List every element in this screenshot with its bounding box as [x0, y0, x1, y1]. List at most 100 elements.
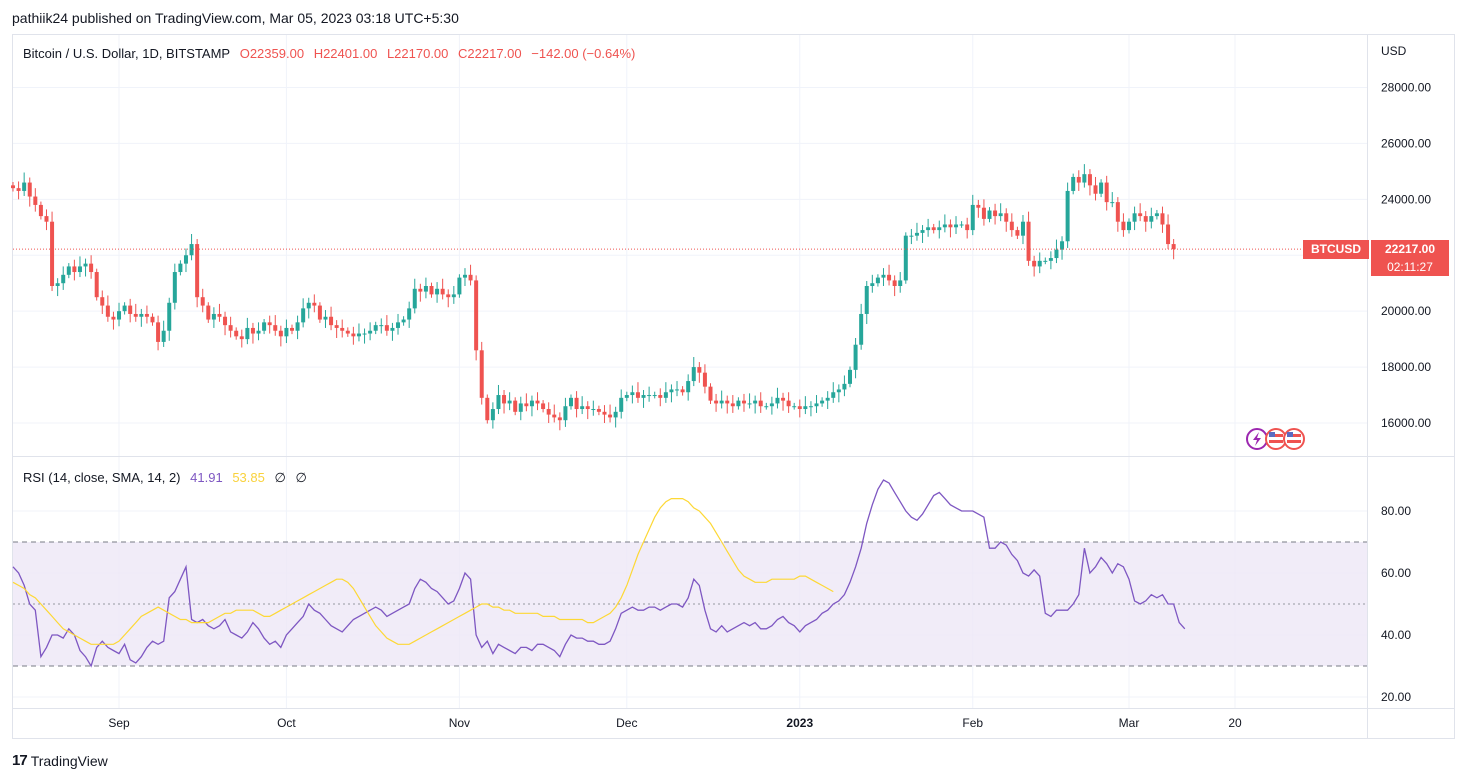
candle-body-175 — [987, 210, 992, 219]
candle-166 — [937, 220, 942, 239]
candle-body-87 — [496, 395, 501, 410]
candle-131 — [741, 393, 746, 412]
candle-207 — [1166, 214, 1171, 250]
candle-159 — [898, 272, 903, 293]
candle-body-55 — [317, 305, 322, 320]
candle-191 — [1076, 170, 1081, 191]
candle-body-17 — [105, 305, 110, 317]
publish-info: pathiik24 published on TradingView.com, … — [12, 10, 459, 26]
candle-54 — [312, 294, 317, 313]
candle-body-198 — [1115, 202, 1120, 222]
candle-body-171 — [965, 224, 970, 231]
candle-body-49 — [284, 327, 289, 337]
candle-body-155 — [875, 277, 880, 284]
candle-162 — [914, 222, 919, 241]
candle-150 — [848, 366, 852, 388]
candle-31 — [183, 248, 188, 273]
candle-body-33 — [195, 244, 200, 298]
candle-body-124 — [702, 372, 707, 387]
candle-144 — [814, 395, 819, 413]
candle-107 — [608, 404, 613, 423]
candle-body-78 — [446, 294, 451, 298]
candle-94 — [535, 392, 540, 411]
chart-frame[interactable] — [12, 34, 1455, 739]
price-tick-label: 24000.00 — [1381, 192, 1431, 206]
main-legend: Bitcoin / U.S. Dollar, 1D, BITSTAMP O223… — [23, 46, 641, 61]
candle-body-0 — [11, 185, 15, 189]
candle-body-156 — [881, 274, 886, 278]
candle-body-106 — [602, 411, 607, 415]
tradingview-brand[interactable]: TradingView — [30, 752, 108, 769]
candle-138 — [781, 392, 786, 411]
candle-body-61 — [351, 333, 356, 337]
candle-body-169 — [954, 224, 959, 228]
candle-196 — [1104, 175, 1109, 211]
candle-body-93 — [529, 400, 534, 407]
candle-169 — [954, 216, 959, 235]
candle-181 — [1020, 214, 1025, 245]
candle-0 — [11, 181, 15, 192]
candle-120 — [680, 386, 685, 396]
candle-38 — [223, 311, 228, 336]
candle-128 — [725, 395, 730, 414]
candle-body-84 — [479, 350, 484, 398]
candle-137 — [775, 387, 780, 409]
candle-79 — [451, 286, 456, 304]
candle-body-166 — [937, 227, 942, 231]
candle-body-141 — [797, 406, 802, 410]
candle-body-77 — [440, 288, 445, 295]
candle-73 — [418, 283, 423, 302]
candle-body-65 — [373, 325, 378, 331]
candle-body-194 — [1093, 185, 1098, 194]
grid-lines — [13, 35, 1367, 708]
candle-123 — [697, 362, 702, 383]
candle-body-188 — [1060, 241, 1065, 250]
candle-21 — [128, 298, 133, 323]
candle-body-66 — [379, 325, 384, 327]
candle-body-10 — [66, 266, 71, 275]
candle-133 — [753, 395, 758, 414]
candle-183 — [1032, 255, 1037, 277]
candle-114 — [647, 386, 652, 402]
candle-28 — [167, 297, 172, 341]
candle-body-96 — [546, 409, 551, 415]
candle-77 — [440, 278, 445, 300]
time-tick-label: Sep — [108, 716, 130, 730]
price-tick-label: 20000.00 — [1381, 304, 1431, 318]
candle-201 — [1132, 206, 1137, 231]
candle-body-119 — [675, 389, 680, 391]
tradingview-logo-icon[interactable]: 17 — [12, 752, 28, 769]
symbol-name[interactable]: Bitcoin / U.S. Dollar, 1D, BITSTAMP — [23, 46, 231, 61]
candle-158 — [892, 275, 897, 297]
candle-body-184 — [1037, 260, 1042, 267]
price-tag-symbol: BTCUSD — [1303, 240, 1369, 259]
candle-body-109 — [619, 397, 624, 412]
candle-156 — [881, 268, 886, 287]
time-tick-label: 20 — [1228, 716, 1242, 730]
candle-206 — [1160, 206, 1165, 233]
rsi-title[interactable]: RSI (14, close, SMA, 14, 2) — [23, 470, 181, 485]
candle-204 — [1149, 207, 1154, 229]
candle-body-108 — [613, 411, 618, 418]
candle-body-83 — [474, 280, 479, 351]
candle-23 — [139, 308, 144, 327]
candle-22 — [133, 303, 138, 322]
candle-147 — [831, 382, 836, 403]
candle-11 — [72, 259, 77, 281]
candle-body-11 — [72, 266, 77, 273]
candle-50 — [290, 324, 294, 335]
rsi-tick-label: 80.00 — [1381, 504, 1411, 518]
candle-body-151 — [853, 344, 858, 370]
candle-body-97 — [552, 414, 557, 418]
candle-122 — [691, 357, 696, 387]
candle-70 — [401, 316, 406, 326]
candle-body-64 — [368, 330, 373, 334]
candle-84 — [479, 341, 484, 405]
ohlc-open: O22359.00 — [239, 46, 305, 61]
flag-canton-icon — [1287, 432, 1293, 437]
candle-157 — [887, 264, 892, 286]
candle-body-98 — [557, 417, 562, 421]
candle-body-130 — [736, 400, 741, 407]
candle-body-176 — [993, 210, 998, 217]
